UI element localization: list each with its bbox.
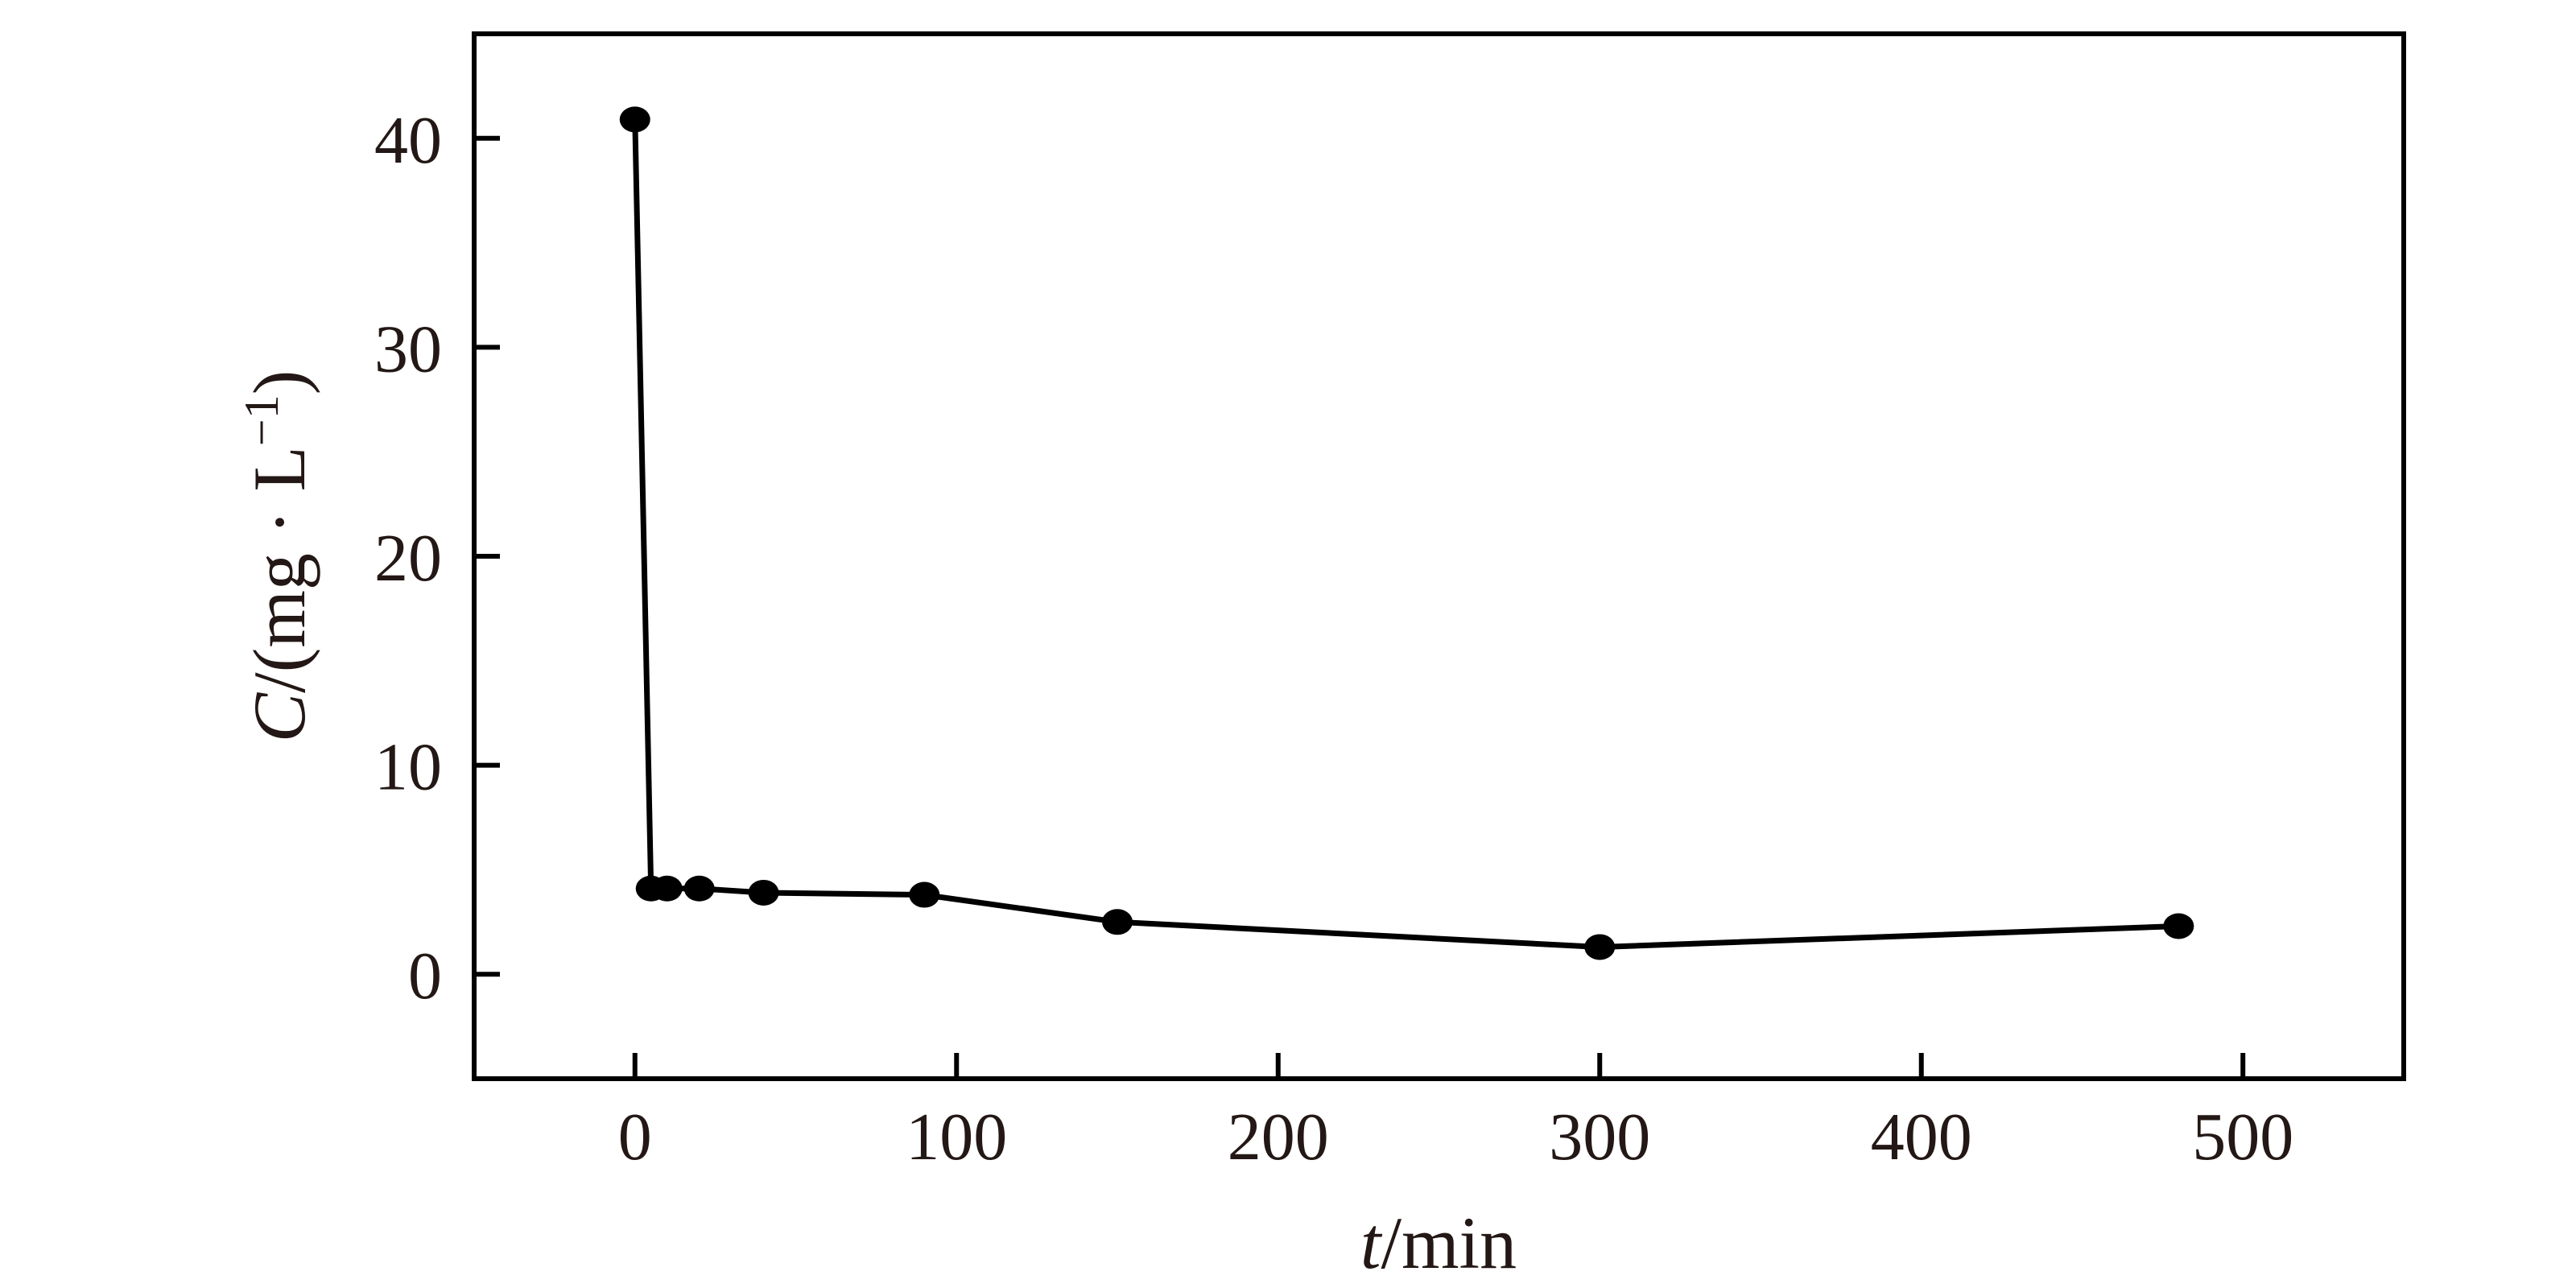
x-tick-label: 400 [1871,1100,1972,1174]
data-point [748,879,779,906]
x-tick-label: 200 [1228,1100,1329,1174]
y-axis-label-close: ) [238,370,320,395]
x-tick-label: 300 [1549,1100,1650,1174]
y-tick-label: 10 [374,730,442,805]
y-tick-label: 0 [408,939,442,1013]
y-axis-ticks: 0 10 20 30 40 [374,103,500,1013]
x-axis-ticks: 0 100 200 300 400 500 [618,1053,2293,1174]
y-axis-label-var: C [238,691,320,742]
x-tick-label: 500 [2192,1100,2293,1174]
y-tick-label: 20 [374,521,442,596]
data-point [2163,913,2194,939]
data-point [1584,934,1616,960]
y-axis-label: C/(mg · L−1) [235,370,320,742]
series-group [619,106,2194,960]
x-tick-label: 0 [618,1100,652,1174]
plot-frame [472,31,2406,1081]
data-point [1102,909,1133,935]
y-tick-label: 30 [374,312,442,386]
y-tick-label: 40 [374,103,442,178]
series-line [632,119,2179,950]
x-axis-label: t/min [1360,1202,1517,1284]
y-axis-label-unit: /(mg · L [238,446,320,693]
x-tick-label: 100 [906,1100,1007,1174]
data-point [651,875,683,902]
x-axis-label-var: t [1360,1202,1383,1284]
x-axis-label-unit: /min [1381,1202,1517,1284]
data-point [683,875,715,902]
data-point [909,881,940,908]
data-point [619,106,650,133]
y-axis-label-exponent: −1 [235,394,288,446]
